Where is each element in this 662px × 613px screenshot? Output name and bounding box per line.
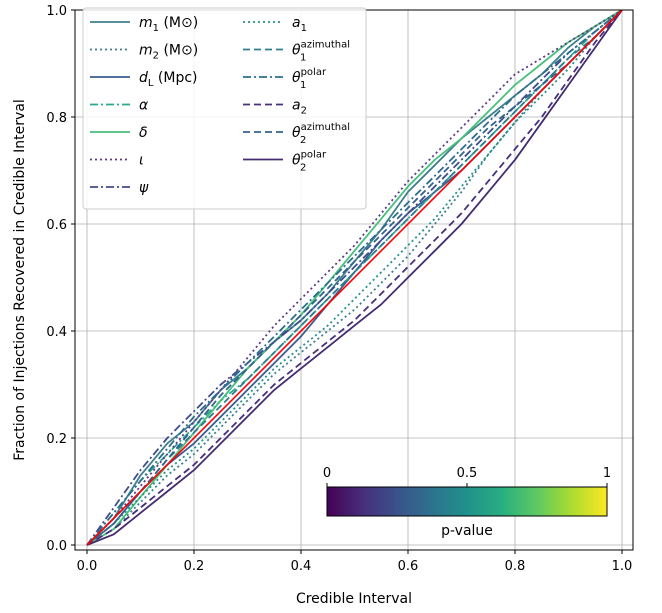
series-line [86, 10, 623, 546]
x-axis-label: Credible Interval [296, 591, 412, 607]
legend-label: dL (Mpc) [139, 70, 198, 89]
y-tick-label: 0.2 [46, 432, 67, 447]
x-tick-label: 0.4 [291, 559, 312, 574]
colorbar-label: p-value [441, 523, 493, 539]
axis-ticks: 0.0 0.2 0.4 0.6 0.8 1.0 0.0 0.2 0.4 0.6 0.8 1.0 [46, 4, 632, 574]
series-line [86, 10, 623, 546]
legend-label: α [139, 98, 149, 114]
legend-label: θpolar 1 [292, 67, 327, 91]
y-tick-label: 0.6 [46, 218, 67, 233]
series-line [86, 10, 623, 546]
legend-label: ι [139, 153, 144, 169]
x-tick-label: 0.6 [398, 559, 419, 574]
legend-label: m1 (M⊙) [139, 15, 198, 34]
legend-label: δ [139, 125, 148, 141]
x-tick-label: 0.2 [184, 559, 205, 574]
legend-label: θpolar 2 [292, 150, 327, 174]
series-line [86, 10, 623, 546]
legend-label: θazimuthal 2 [292, 122, 350, 146]
legend-label: θazimuthal 1 [292, 40, 350, 64]
x-tick-label: 0.0 [77, 559, 98, 574]
y-tick-label: 0.0 [46, 539, 67, 554]
legend-label: ψ [139, 180, 149, 196]
legend-label: a2 [292, 98, 307, 117]
series-line [86, 10, 623, 546]
x-tick-label: 1.0 [612, 559, 633, 574]
legend-label: a1 [292, 15, 307, 34]
y-tick-label: 0.4 [46, 325, 67, 340]
colorbar-tick-label: 0 [323, 466, 331, 481]
x-tick-label: 0.8 [505, 559, 526, 574]
legend-label: m2 (M⊙) [139, 43, 198, 62]
colorbar-gradient [326, 486, 608, 517]
colorbar-tick-label: 0.5 [457, 466, 478, 481]
colorbar: 0 0.5 1 p-value [323, 466, 611, 539]
series-line [86, 10, 623, 546]
series-line [86, 10, 623, 546]
legend-frame [82, 7, 367, 210]
series-line [86, 10, 623, 546]
series-line [86, 10, 623, 546]
y-tick-label: 1.0 [46, 4, 67, 19]
y-tick-label: 0.8 [46, 111, 67, 126]
y-axis-label: Fraction of Injections Recovered in Cred… [12, 99, 28, 461]
series-layer [86, 10, 623, 546]
reference-diagonal-line [86, 10, 623, 546]
colorbar-tick-label: 1 [603, 466, 611, 481]
